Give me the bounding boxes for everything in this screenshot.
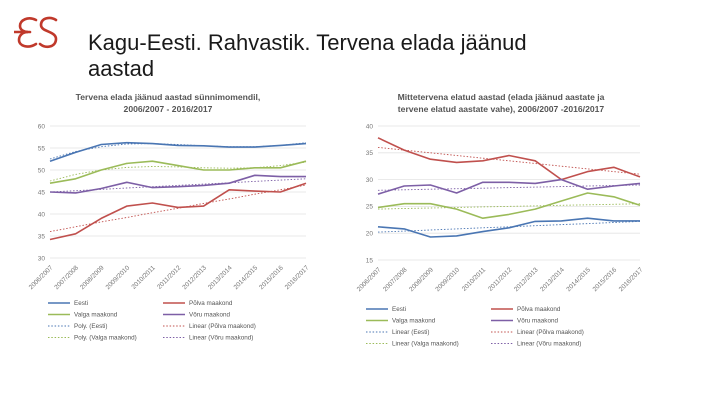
- series-line-linear-eesti-: [377, 220, 641, 233]
- series-line-võru-maakond: [49, 174, 306, 194]
- y-tick-label: 15: [366, 257, 374, 264]
- series-line-linear-põlva-maakond-: [377, 146, 641, 175]
- x-tick-label: 2010/2011: [130, 264, 157, 291]
- legend-label: Põlva maakond: [189, 300, 233, 307]
- x-tick-label: 2008/2009: [79, 264, 106, 291]
- x-tick-label: 2016/2017: [284, 264, 311, 291]
- x-tick-label: 2016/2017: [618, 266, 645, 293]
- y-tick-label: 40: [38, 211, 46, 218]
- series-line-poly-valga-maakond-: [49, 161, 307, 182]
- y-tick-label: 50: [38, 167, 46, 174]
- x-tick-label: 2007/2008: [53, 264, 80, 291]
- legend-label: Linear (Eesti): [392, 329, 429, 336]
- y-tick-label: 35: [38, 233, 46, 240]
- y-tick-label: 45: [38, 189, 46, 196]
- y-tick-label: 40: [366, 123, 374, 130]
- x-tick-label: 2008/2009: [408, 266, 435, 293]
- x-tick-label: 2013/2014: [539, 266, 566, 293]
- x-tick-label: 2015/2016: [258, 264, 285, 291]
- x-tick-label: 2014/2015: [233, 264, 260, 291]
- slide-title: Kagu-Eesti. Rahvastik. Tervena elada jää…: [88, 30, 688, 82]
- x-tick-label: 2013/2014: [207, 264, 234, 291]
- x-tick-label: 2007/2008: [382, 266, 409, 293]
- series-line-linear-võru-maakond-: [377, 184, 641, 191]
- chart-unhealthy-years: Mittetervena elatud aastad (elada jäänud…: [346, 88, 646, 360]
- x-tick-label: 2014/2015: [565, 266, 592, 293]
- x-tick-label: 2009/2010: [434, 266, 461, 293]
- y-tick-label: 30: [38, 255, 46, 262]
- y-tick-label: 30: [366, 177, 374, 184]
- series-line-põlva-maakond: [377, 137, 641, 181]
- chart-title-line1: Mittetervena elatud aastad (elada jäänud…: [398, 92, 605, 102]
- series-line-eesti: [377, 217, 640, 238]
- legend-label: Valga maakond: [392, 318, 436, 325]
- x-tick-label: 2009/2010: [105, 264, 132, 291]
- y-tick-label: 35: [366, 150, 374, 157]
- x-tick-label: 2011/2012: [487, 266, 514, 293]
- legend-label: Eesti: [74, 300, 88, 307]
- chart-title-line1: Tervena elada jäänud aastad sünnimomendi…: [76, 92, 261, 102]
- chart-healthy-years: Tervena elada jäänud aastad sünnimomendi…: [28, 88, 328, 360]
- series-line-valga-maakond: [377, 192, 641, 219]
- series-line-linear-valga-maakond-: [377, 203, 641, 210]
- legend-label: Võru maakond: [189, 312, 230, 319]
- chart-title-line2: tervene elatud aastate vahe), 2006/2007 …: [398, 104, 605, 114]
- x-tick-label: 2010/2011: [461, 266, 488, 293]
- y-tick-label: 60: [38, 123, 46, 130]
- series-line-võru-maakond: [377, 178, 641, 195]
- chart-unhealthy-years-svg: Mittetervena elatud aastad (elada jäänud…: [356, 92, 645, 348]
- x-tick-label: 2006/2007: [28, 264, 55, 291]
- es-logo-icon: [14, 16, 58, 49]
- legend-label: Eesti: [392, 306, 406, 313]
- y-tick-label: 55: [38, 145, 46, 152]
- x-tick-label: 2015/2016: [592, 266, 619, 293]
- legend-label: Poly. (Eesti): [74, 323, 107, 330]
- x-tick-label: 2012/2013: [513, 266, 540, 293]
- legend-label: Linear (Võru maakond): [517, 341, 581, 348]
- legend-label: Linear (Valga maakond): [392, 341, 459, 348]
- legend-label: Valga maakond: [74, 312, 118, 319]
- legend-label: Poly. (Valga maakond): [74, 335, 137, 342]
- y-tick-label: 25: [366, 204, 374, 211]
- legend-label: Võru maakond: [517, 318, 558, 325]
- x-tick-label: 2006/2007: [356, 266, 383, 293]
- legend-label: Linear (Võru maakond): [189, 335, 253, 342]
- legend-label: Linear (Põlva maakond): [517, 329, 584, 336]
- chart-title-line2: 2006/2007 - 2016/2017: [124, 104, 213, 114]
- legend-label: Linear (Põlva maakond): [189, 323, 256, 330]
- series-line-linear-põlva-maakond-: [49, 184, 307, 233]
- x-tick-label: 2011/2012: [156, 264, 183, 291]
- series-line-valga-maakond: [49, 160, 307, 184]
- x-tick-label: 2012/2013: [181, 264, 208, 291]
- legend-label: Põlva maakond: [517, 306, 561, 313]
- slide-title-line1: Kagu-Eesti. Rahvastik. Tervena elada jää…: [88, 30, 527, 55]
- chart-healthy-years-svg: Tervena elada jäänud aastad sünnimomendi…: [28, 92, 311, 342]
- slide-title-line2: aastad: [88, 56, 155, 81]
- series-line-eesti: [49, 141, 307, 162]
- series-line-poly-eesti-: [49, 142, 307, 160]
- y-tick-label: 20: [366, 231, 374, 238]
